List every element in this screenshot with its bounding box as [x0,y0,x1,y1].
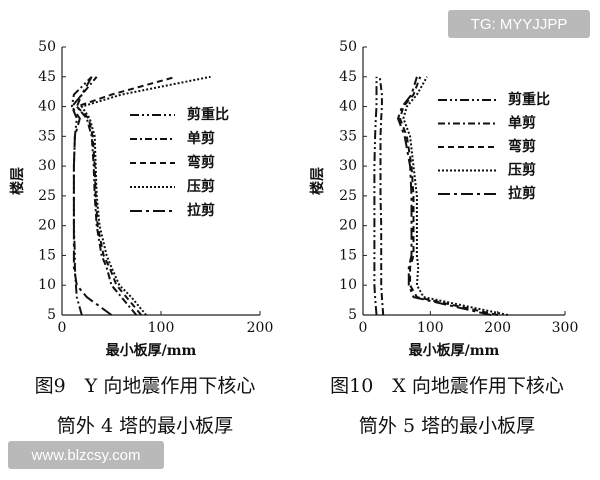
data-line [373,76,378,316]
y-tick-label: 15 [339,247,357,263]
legend-label: 压剪 [187,178,215,195]
x-tick-label: 100 [417,320,444,336]
y-tick-label: 35 [339,128,357,144]
data-line [378,76,385,316]
x-tick-label: 300 [552,320,579,336]
y-tick-label: 10 [38,277,56,293]
caption: 筒外 5 塔的最小板厚 [359,415,535,437]
y-tick-label: 45 [339,69,357,85]
x-tick-label: 200 [247,320,274,336]
data-line [402,76,509,316]
watermark-badge [448,10,590,38]
x-tick-label: 0 [58,320,67,336]
data-line [396,76,492,316]
y-tick-label: 35 [38,128,56,144]
legend-label: 压剪 [508,162,536,179]
legend-label: 单剪 [187,130,215,147]
watermark: www.blzcsy.com [31,447,141,464]
data-line [70,76,113,316]
y-tick-label: 10 [339,277,357,293]
x-axis-label: 最小板厚/mm [106,342,197,359]
y-tick-label: 5 [348,307,357,323]
x-tick-label: 0 [359,320,368,336]
legend-label: 拉剪 [508,185,536,202]
legend-label: 弯剪 [508,138,536,155]
x-axis-label: 最小板厚/mm [409,342,500,359]
caption: 筒外 4 塔的最小板厚 [57,415,233,437]
y-tick-label: 20 [38,218,56,234]
legend-label: 剪重比 [508,91,550,108]
data-line [75,76,138,316]
y-tick-label: 25 [38,188,56,204]
legend-label: 拉剪 [187,202,215,219]
legend-label: 弯剪 [187,154,215,171]
data-line [74,75,177,316]
y-tick-label: 40 [339,99,357,115]
y-tick-label: 15 [38,247,56,263]
data-line [398,76,498,316]
data-line [80,75,211,316]
legend-label: 剪重比 [187,106,229,123]
y-tick-label: 20 [339,218,357,234]
watermark: TG: MYYJJPP [471,16,568,33]
y-tick-label: 50 [339,39,357,55]
y-tick-label: 45 [38,69,56,85]
watermark-badge [8,441,164,469]
y-tick-label: 30 [339,158,357,174]
caption: 图9 Y 向地震作用下核心 [35,375,256,397]
y-axis-label: 楼层 [309,167,326,195]
legend-label: 单剪 [508,115,536,132]
y-tick-label: 5 [47,307,56,323]
y-tick-label: 50 [38,39,56,55]
y-tick-label: 25 [339,188,357,204]
y-axis-label: 楼层 [9,167,26,195]
y-tick-label: 30 [38,158,56,174]
y-tick-label: 40 [38,99,56,115]
x-tick-label: 100 [148,320,175,336]
caption: 图10 X 向地震作用下核心 [330,375,564,397]
x-tick-label: 200 [484,320,511,336]
